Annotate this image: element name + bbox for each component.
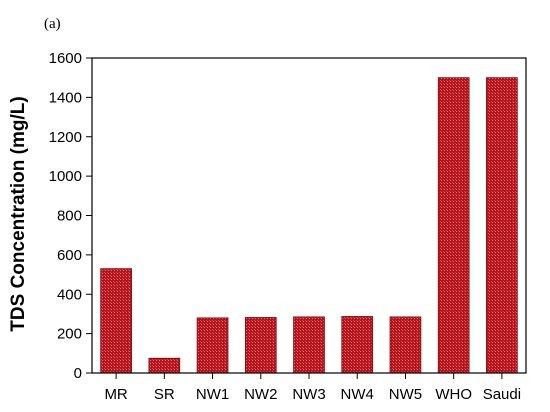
y-tick-label: 800 bbox=[57, 208, 82, 225]
y-tick-label: 200 bbox=[57, 326, 82, 343]
panel-label: (a) bbox=[44, 16, 61, 32]
bar-sr bbox=[148, 357, 181, 374]
bars bbox=[100, 77, 518, 374]
x-tick-label: NW4 bbox=[341, 386, 374, 403]
x-tick-label: NW2 bbox=[244, 386, 277, 403]
x-tick-label: NW1 bbox=[196, 386, 229, 403]
plot-frame bbox=[91, 57, 527, 374]
bar-nw5 bbox=[389, 316, 422, 374]
y-tick-label: 0 bbox=[74, 365, 82, 382]
x-tick-label: MR bbox=[104, 386, 127, 403]
bar-nw2 bbox=[244, 317, 277, 374]
y-tick-label: 600 bbox=[57, 247, 82, 264]
bar-saudi bbox=[486, 77, 518, 374]
x-axis-labels: MR SR NW1 NW2 NW3 NW4 NW5 WHO Saudi bbox=[104, 373, 521, 403]
bar-nw3 bbox=[293, 316, 325, 374]
y-tick-label: 400 bbox=[57, 286, 82, 303]
bar-mr bbox=[100, 268, 132, 374]
y-tick-label: 1000 bbox=[49, 168, 82, 185]
y-tick-label: 1400 bbox=[49, 89, 82, 106]
bar-who bbox=[437, 77, 470, 374]
y-axis-ticks: 0 200 400 600 800 1000 1200 1400 1600 bbox=[49, 50, 92, 382]
y-tick-label: 1200 bbox=[49, 129, 82, 146]
x-tick-label: NW5 bbox=[389, 386, 422, 403]
bar-nw4 bbox=[341, 316, 374, 374]
x-tick-label: NW3 bbox=[292, 386, 325, 403]
bar-nw1 bbox=[196, 317, 229, 374]
x-tick-label: Saudi bbox=[483, 386, 521, 403]
y-tick-label: 1600 bbox=[49, 50, 82, 67]
y-axis-label: TDS Concentration (mg/L) bbox=[8, 96, 29, 331]
x-tick-label: SR bbox=[154, 386, 175, 403]
x-tick-label: WHO bbox=[435, 386, 472, 403]
